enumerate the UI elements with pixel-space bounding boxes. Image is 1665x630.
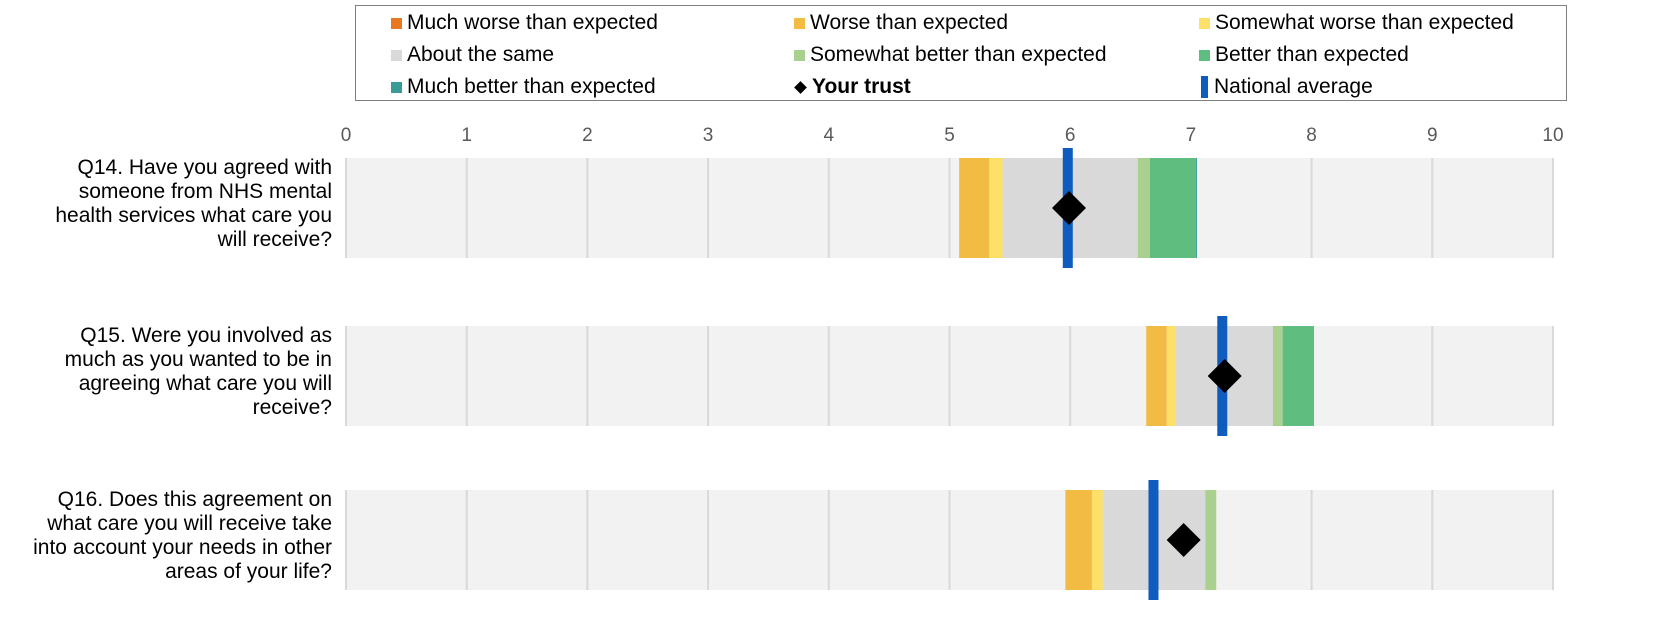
x-tick-label: 9 [1427, 125, 1438, 146]
range-band [1065, 490, 1092, 590]
legend-label: About the same [407, 43, 555, 66]
legend-swatch [391, 81, 402, 93]
x-tick-label: 2 [582, 125, 593, 146]
your-trust-marker [1166, 523, 1201, 557]
legend-label: National average [1214, 75, 1373, 98]
question-label-line: receive? [252, 396, 332, 419]
x-tick-label: 3 [703, 125, 714, 146]
x-tick-label: 7 [1186, 125, 1197, 146]
question-label-line: much as you wanted to be in [64, 348, 332, 371]
legend-swatch [794, 17, 805, 29]
question-label-line: agreeing what care you will [78, 372, 332, 395]
legend-swatch [391, 17, 402, 29]
range-band [1091, 490, 1103, 590]
question-label-line: Q16. Does this agreement on [57, 488, 332, 511]
legend-label: Worse than expected [810, 11, 1009, 34]
range-band [1166, 326, 1176, 426]
range-band [1195, 158, 1197, 258]
question-label-line: into account your needs in other [33, 536, 332, 559]
range-band [959, 158, 990, 258]
legend-swatch [1199, 17, 1210, 29]
x-tick-label: 8 [1306, 125, 1317, 146]
question-label-line: Q15. Were you involved as [80, 324, 332, 347]
question-label-line: will receive? [217, 228, 332, 251]
legend-item: About the same [391, 41, 554, 69]
legend-item: Better than expected [1199, 41, 1409, 69]
question-label: Q14. Have you agreed with someone from NH… [0, 156, 332, 252]
question-label: Q15. Were you involved as much as you wan… [0, 324, 332, 420]
range-band [989, 158, 1003, 258]
range-band [1282, 326, 1315, 426]
x-tick-label: 1 [461, 125, 472, 146]
question-label-line: someone from NHS mental [78, 180, 332, 203]
legend-label: Much worse than expected [407, 11, 658, 34]
question-label-line: Q14. Have you agreed with [77, 156, 332, 179]
chart-legend: Much worse than expected Worse than expec… [355, 5, 1567, 101]
question-label-line: areas of your life? [165, 560, 332, 583]
your-trust-marker [1207, 359, 1242, 393]
legend-item: Worse than expected [794, 9, 1008, 37]
x-tick-label: 5 [944, 125, 955, 146]
range-band [1149, 158, 1196, 258]
legend-item: Much better than expected [391, 73, 656, 101]
legend-label: Much better than expected [407, 75, 656, 98]
legend-item: Your trust [794, 73, 911, 101]
legend-label: Better than expected [1215, 43, 1409, 66]
legend-label: Somewhat better than expected [810, 43, 1107, 66]
legend-label: Somewhat worse than expected [1215, 11, 1514, 34]
x-tick-label: 10 [1542, 125, 1563, 146]
x-tick-label: 4 [824, 125, 835, 146]
question-label-line: health services what care you [55, 204, 332, 227]
x-tick-label: 0 [341, 125, 352, 146]
legend-swatch [1201, 76, 1208, 98]
national-average-marker [1148, 480, 1159, 600]
question-label-line: what care you will receive take [47, 512, 332, 535]
legend-item: Much worse than expected [391, 9, 658, 37]
legend-item: Somewhat worse than expected [1199, 9, 1514, 37]
range-band [1146, 326, 1167, 426]
range-band [1137, 158, 1150, 258]
legend-item: Somewhat better than expected [794, 41, 1107, 69]
range-band [1272, 326, 1283, 426]
range-band [1205, 490, 1217, 590]
legend-swatch [1199, 49, 1210, 61]
legend-swatch [391, 49, 402, 61]
legend-swatch [794, 49, 805, 61]
legend-label: Your trust [812, 75, 911, 98]
legend-item: National average [1199, 73, 1373, 101]
your-trust-marker [1051, 191, 1086, 225]
x-tick-label: 6 [1065, 125, 1076, 146]
question-label: Q16. Does this agreement on what care you… [0, 488, 332, 584]
